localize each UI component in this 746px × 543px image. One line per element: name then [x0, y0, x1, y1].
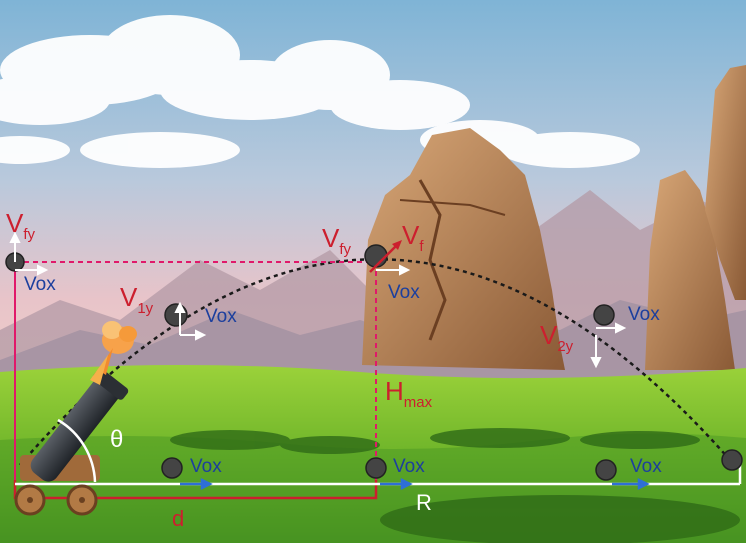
label-vfy-top: Vfy [322, 223, 352, 258]
label-v2y: V2y [540, 320, 574, 355]
cannonball-icon [164, 303, 188, 327]
label-vf-top: Vf [402, 220, 424, 255]
label-vox: Vox [205, 306, 237, 327]
label-hmax: Hmax [385, 376, 433, 411]
label-theta: θ [110, 426, 124, 453]
label-vox: Vox [190, 456, 222, 477]
label-vfy-left: Vfy [6, 208, 36, 243]
label-d: d [172, 506, 185, 531]
vf-vector-head [392, 240, 402, 250]
angle-theta-arc [57, 418, 97, 483]
label-vox: Vox [628, 304, 660, 325]
cloud-icon [0, 15, 640, 168]
velocity-vectors [9, 231, 627, 369]
label-vox: Vox [388, 282, 420, 303]
cannonball-icon [593, 304, 615, 326]
trajectory-path [19, 258, 731, 466]
rock-formation-icon [645, 170, 735, 370]
ground-vox-arrows [180, 477, 650, 491]
label-r: R [416, 490, 432, 515]
muzzle-flame-icon [90, 321, 137, 385]
cannonball-icon [161, 457, 183, 479]
rock-formation-icon [362, 128, 565, 370]
rock-formation-icon [705, 65, 746, 300]
label-vox: Vox [393, 456, 425, 477]
cannon-icon [14, 321, 137, 516]
rock-crack [399, 199, 506, 216]
distance-d-bracket [13, 480, 378, 500]
cannonball-icon [364, 244, 388, 268]
cannonball-icon [365, 457, 387, 479]
label-vox: Vox [630, 456, 662, 477]
cannonball-icon [721, 449, 743, 471]
label-vox: Vox [24, 274, 56, 295]
bush-row [170, 428, 740, 543]
label-v1y: V1y [120, 282, 154, 317]
cannonball-icon [595, 459, 617, 481]
vf-vector [369, 243, 399, 273]
